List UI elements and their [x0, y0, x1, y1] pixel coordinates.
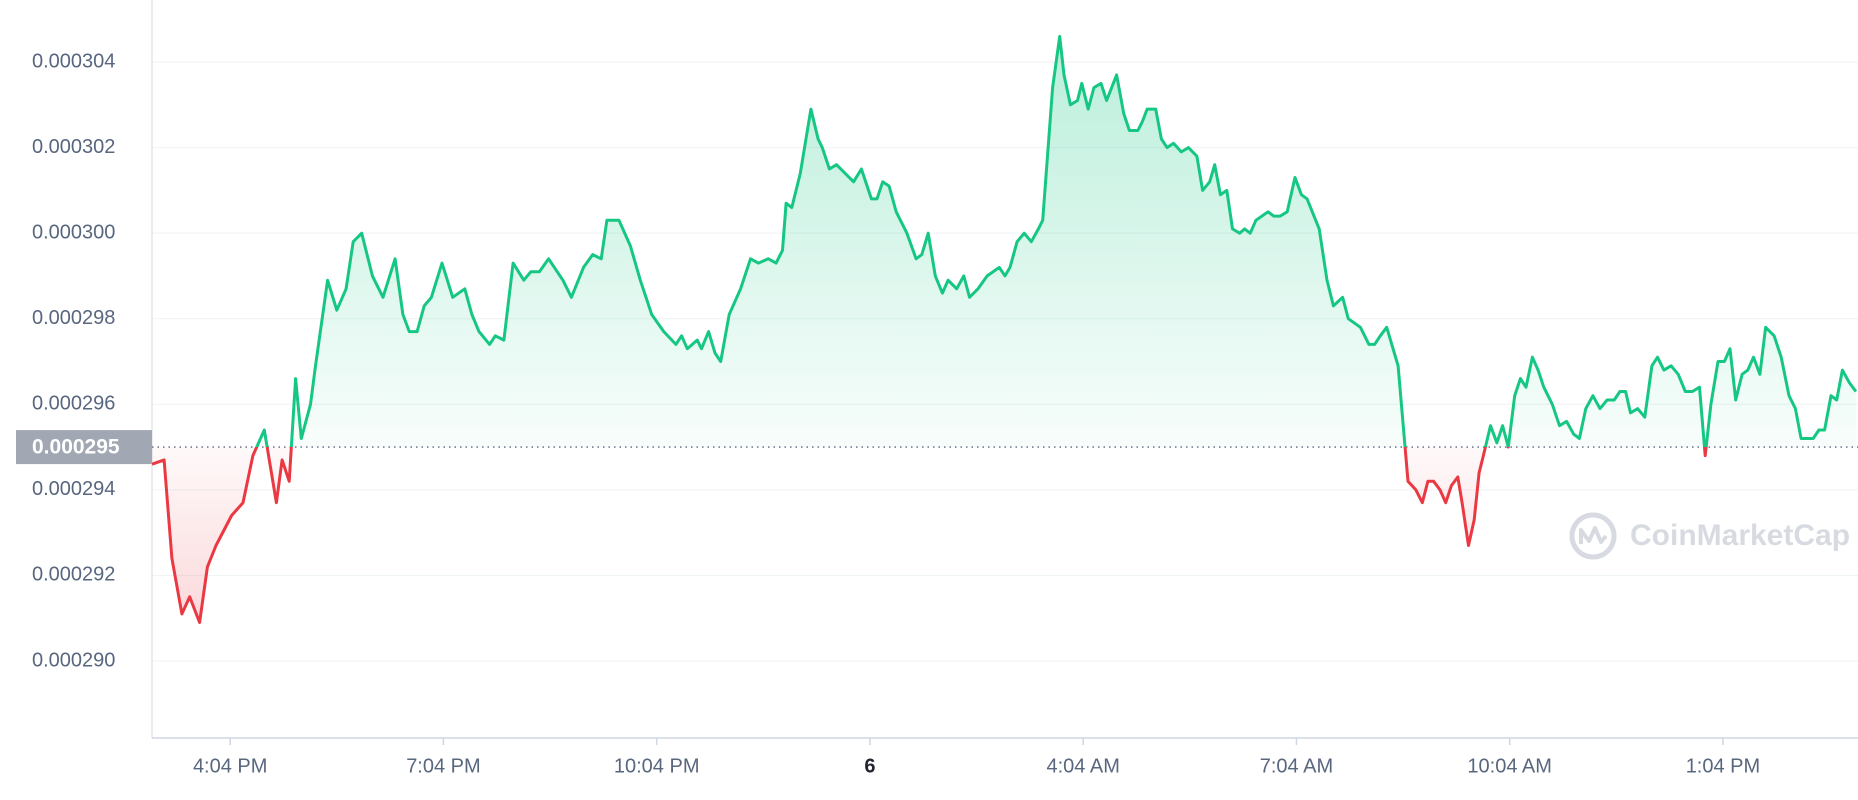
y-tick-label: 0.000302 [32, 136, 115, 158]
x-tick-label: 10:04 PM [614, 755, 700, 777]
y-tick-label: 0.000292 [32, 564, 115, 586]
baseline-label: 0.000295 [32, 436, 120, 459]
y-tick-label: 0.000298 [32, 307, 115, 329]
x-tick-label: 7:04 AM [1260, 755, 1333, 777]
y-tick-label: 0.000290 [32, 649, 115, 671]
price-line [151, 34, 1858, 624]
baseline-label-box [16, 430, 152, 465]
x-tick-label: 4:04 AM [1046, 755, 1119, 777]
x-tick-label: 10:04 AM [1467, 755, 1552, 777]
y-tick-label: 0.000300 [32, 221, 115, 243]
x-tick-label: 7:04 PM [406, 755, 480, 777]
watermark: CoinMarketCap [1569, 512, 1850, 560]
y-tick-label: 0.000296 [32, 393, 115, 415]
y-tick-label: 0.000294 [32, 478, 115, 500]
y-tick-label: 0.000304 [32, 50, 115, 72]
x-tick-label: 4:04 PM [193, 755, 267, 777]
area [152, 36, 1856, 623]
x-tick-label: 6 [864, 755, 875, 777]
x-tick-label: 1:04 PM [1686, 755, 1760, 777]
watermark-text: CoinMarketCap [1630, 519, 1850, 552]
